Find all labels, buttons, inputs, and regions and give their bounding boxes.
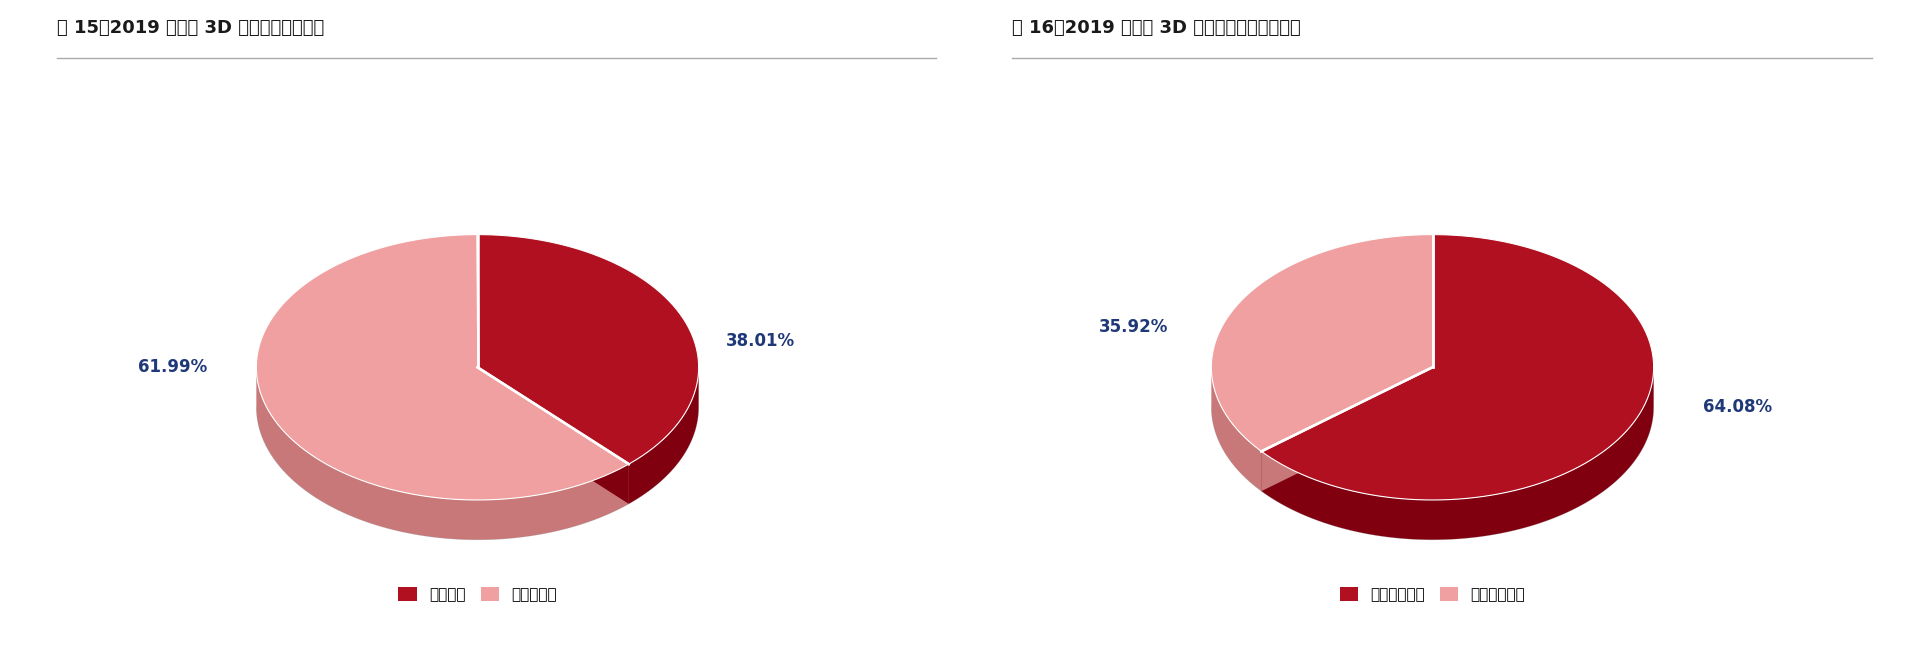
Polygon shape (1261, 234, 1654, 500)
Polygon shape (1261, 368, 1432, 491)
Text: 64.08%: 64.08% (1704, 398, 1772, 416)
Text: 38.01%: 38.01% (726, 332, 795, 349)
Polygon shape (1261, 366, 1654, 540)
Text: 图 15：2019 年中国 3D 打印材料市场结构: 图 15：2019 年中国 3D 打印材料市场结构 (57, 19, 325, 37)
Polygon shape (478, 368, 628, 504)
Polygon shape (1211, 234, 1432, 452)
Polygon shape (1211, 366, 1261, 491)
Text: 图 16：2019 年中国 3D 打印服务细分产业结构: 图 16：2019 年中国 3D 打印服务细分产业结构 (1012, 19, 1301, 37)
Legend: 工业领域应用, 消费领域应用: 工业领域应用, 消费领域应用 (1333, 581, 1532, 608)
Text: 61.99%: 61.99% (138, 359, 206, 376)
Polygon shape (478, 368, 628, 504)
Polygon shape (478, 234, 699, 464)
Polygon shape (256, 234, 628, 500)
Polygon shape (256, 366, 628, 540)
Text: 35.92%: 35.92% (1100, 318, 1169, 337)
Polygon shape (628, 366, 699, 504)
Polygon shape (1261, 368, 1432, 491)
Legend: 金属材料, 非金属材料: 金属材料, 非金属材料 (392, 581, 563, 608)
